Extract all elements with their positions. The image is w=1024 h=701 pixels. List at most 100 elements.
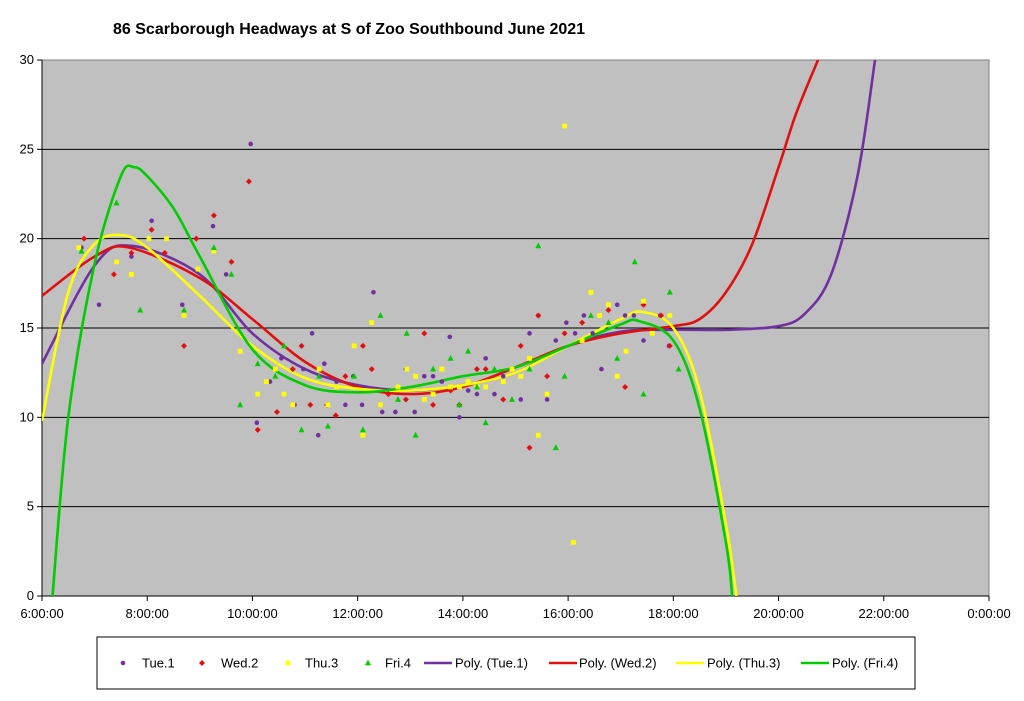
data-point-3: [631, 258, 638, 265]
data-point-0: [474, 391, 480, 397]
data-point-2: [325, 402, 331, 408]
data-point-0: [439, 379, 445, 384]
legend-marker: [285, 660, 291, 666]
x-tick-label: 6:00:00: [20, 606, 63, 621]
legend-marker: [365, 659, 371, 666]
data-point-2: [570, 540, 576, 545]
data-point-0: [564, 320, 569, 325]
data-point-3: [456, 401, 463, 408]
data-point-3: [491, 365, 498, 372]
trendline-layer: [42, 60, 877, 596]
data-point-3: [316, 372, 323, 379]
data-point-2: [181, 313, 187, 318]
data-point-2: [395, 384, 401, 390]
data-point-3: [605, 319, 612, 326]
data-point-0: [254, 420, 260, 425]
data-point-3: [430, 365, 437, 372]
data-point-3: [526, 365, 533, 372]
x-tick-label: 12:00:00: [332, 606, 383, 621]
data-point-1: [210, 212, 217, 219]
trendline-2: [42, 233, 738, 596]
data-point-1: [421, 330, 428, 337]
data-point-3: [254, 360, 261, 367]
data-point-3: [587, 312, 594, 318]
data-point-2: [456, 384, 462, 390]
axis-layer: 0 5 10 15 20 25 30 6:00:00 8:00:00 10:00:00 12:00:…: [20, 52, 1011, 621]
legend-label: Tue.1: [142, 656, 175, 671]
x-tick-label: 14:00:00: [438, 606, 489, 621]
data-point-3: [561, 372, 568, 379]
data-point-1: [561, 330, 568, 337]
data-point-2: [360, 432, 366, 438]
data-point-1: [81, 235, 88, 242]
data-point-0: [129, 254, 134, 259]
data-point-2: [237, 348, 243, 354]
data-point-0: [322, 361, 327, 367]
data-point-3: [465, 347, 472, 354]
data-point-3: [675, 365, 682, 372]
data-point-2: [114, 259, 119, 265]
legend-label: Poly. (Wed.2): [579, 656, 657, 671]
marker-layer: [76, 123, 682, 545]
data-point-2: [579, 338, 585, 343]
data-point-2: [378, 402, 383, 408]
data-point-3: [412, 431, 419, 438]
data-point-3: [272, 372, 279, 379]
data-point-3: [403, 329, 410, 336]
trendline-3: [51, 164, 734, 596]
data-point-1: [666, 342, 673, 349]
data-point-3: [324, 422, 331, 429]
data-point-1: [368, 366, 375, 373]
data-point-0: [518, 397, 524, 402]
data-point-2: [351, 343, 357, 349]
data-point-0: [465, 388, 471, 393]
legend-label: Poly. (Tue.1): [455, 656, 528, 671]
y-tick-label: 10: [20, 409, 34, 424]
data-point-0: [379, 409, 385, 415]
data-point-1: [385, 391, 392, 398]
data-point-2: [448, 384, 454, 390]
data-point-2: [290, 402, 296, 408]
data-point-2: [562, 123, 568, 129]
data-point-2: [614, 373, 620, 379]
legend-box: [96, 636, 916, 690]
data-point-0: [622, 313, 628, 318]
data-point-0: [553, 338, 559, 343]
data-point-3: [78, 247, 85, 254]
data-point-1: [273, 408, 280, 415]
data-point-1: [193, 235, 200, 242]
data-point-3: [228, 271, 235, 277]
data-point-2: [281, 391, 287, 397]
data-point-0: [544, 397, 550, 402]
data-point-2: [649, 330, 655, 336]
data-point-3: [552, 444, 559, 451]
data-point-2: [597, 313, 603, 318]
data-point-0: [572, 331, 578, 336]
legend-label: Poly. (Thu.3): [707, 656, 780, 671]
data-point-0: [581, 313, 587, 318]
x-tick-label: 18:00:00: [648, 606, 699, 621]
data-point-1: [307, 401, 314, 408]
legend-label: Wed.2: [221, 656, 258, 671]
data-point-2: [430, 391, 436, 397]
data-point-0: [223, 272, 229, 277]
data-point-2: [272, 366, 278, 372]
data-point-0: [527, 331, 532, 336]
data-point-1: [658, 312, 665, 319]
data-point-0: [483, 356, 488, 361]
data-point-1: [622, 383, 629, 390]
data-point-2: [255, 391, 261, 397]
data-point-0: [393, 409, 398, 415]
data-point-0: [309, 331, 315, 336]
data-point-3: [508, 396, 515, 402]
data-point-1: [517, 342, 524, 349]
data-point-1: [289, 366, 296, 373]
data-point-2: [316, 366, 322, 372]
data-point-1: [526, 444, 533, 451]
data-point-1: [605, 307, 612, 314]
data-point-1: [298, 342, 305, 349]
data-point-2: [334, 384, 340, 390]
data-point-2: [211, 248, 217, 254]
